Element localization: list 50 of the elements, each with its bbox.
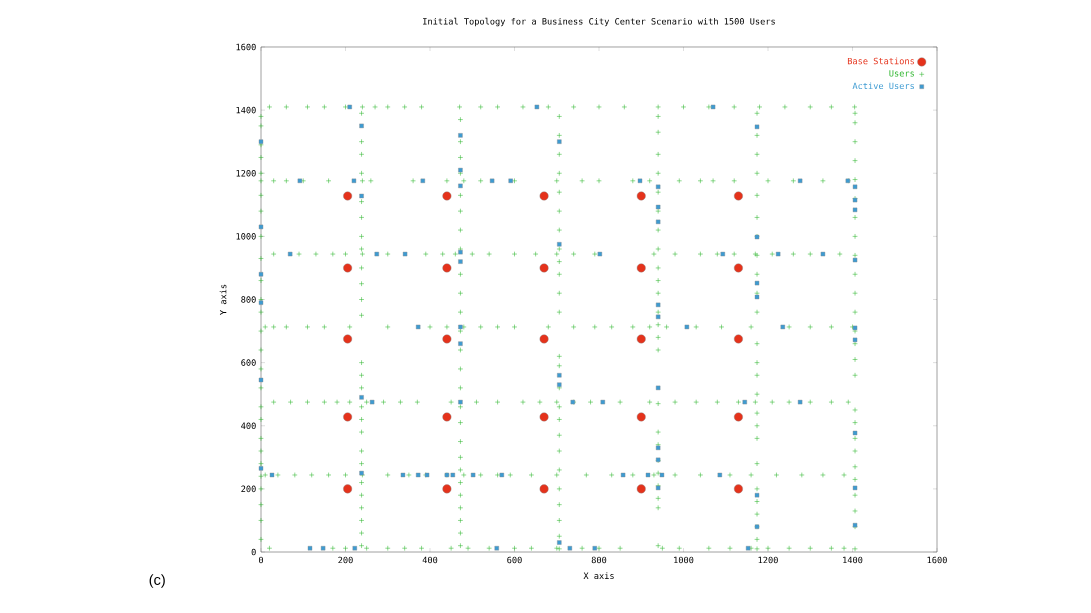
x-tick-label: 400 <box>422 556 438 564</box>
y-tick-label: 200 <box>241 485 256 493</box>
y-tick-label: 1000 <box>236 233 256 240</box>
legend-label: Users <box>889 70 914 77</box>
x-axis-title: X axis <box>583 572 614 580</box>
point <box>343 191 353 201</box>
x-tick-label: 1000 <box>674 556 694 564</box>
point <box>442 191 452 201</box>
x-tick-label: 200 <box>338 556 353 564</box>
x-tick-label: 800 <box>591 556 607 564</box>
y-tick-label: 1200 <box>236 169 256 177</box>
x-tick-label: 600 <box>507 556 522 564</box>
point <box>442 412 452 422</box>
point <box>636 412 646 422</box>
point <box>539 334 549 344</box>
point <box>636 334 646 344</box>
x-tick-label: 0 <box>258 556 264 564</box>
point <box>343 334 353 344</box>
point <box>442 263 452 273</box>
point <box>343 412 353 422</box>
y-tick-label: 800 <box>241 296 256 303</box>
point <box>733 263 743 273</box>
point <box>636 263 646 273</box>
y-tick-label: 400 <box>241 422 256 430</box>
y-tick-label: 1600 <box>236 43 256 51</box>
point <box>343 263 353 273</box>
point <box>636 484 646 494</box>
legend-label: Active Users <box>852 82 914 90</box>
legend-label: Base Stations <box>847 57 914 65</box>
point <box>539 484 549 494</box>
y-tick-label: 600 <box>241 359 256 366</box>
y-tick-label: 0 <box>251 548 256 556</box>
chart-title: Initial Topology for a Business City Center Scenario with 1500 Users <box>423 17 775 27</box>
point <box>539 263 549 273</box>
point <box>733 334 743 344</box>
point <box>733 191 743 201</box>
point <box>343 484 353 494</box>
x-tick-label: 1400 <box>843 556 863 564</box>
y-tick-label: 1400 <box>236 106 256 114</box>
x-tick-label: 1600 <box>927 556 947 564</box>
point <box>636 191 646 201</box>
point <box>442 484 452 494</box>
text: (c) <box>149 574 165 588</box>
y-axis-title: Y axis <box>219 284 227 315</box>
point <box>539 412 549 422</box>
x-tick-label: 1200 <box>758 556 778 564</box>
point <box>733 484 743 494</box>
point <box>539 191 549 201</box>
point <box>442 334 452 344</box>
point <box>733 412 743 422</box>
